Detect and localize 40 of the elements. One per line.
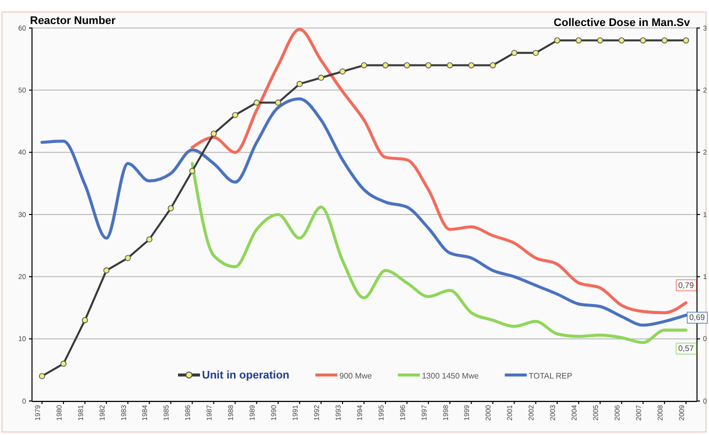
point [254,100,260,106]
point [124,254,131,262]
data-label: 0,69 [689,313,706,322]
point [189,168,196,174]
point [618,37,625,44]
point [232,112,238,118]
point [82,317,88,324]
point [382,62,389,68]
point [404,62,410,68]
point [425,62,432,68]
point [168,205,174,212]
point [532,50,539,56]
legend-label: TOTAL REP [528,372,572,380]
point [576,37,582,44]
legend-label: 900 Mwe [339,372,372,380]
point [60,360,67,367]
point [38,373,46,380]
y-axis-title: Reactor Number [30,15,116,27]
data-label: 0,57 [678,344,694,354]
point [339,68,346,75]
y2-axis-title: Collective Dose in Man.Sv [554,17,691,29]
point [682,37,690,44]
point [210,130,217,137]
point [661,37,668,44]
legend-label: 1300 1450 Mwe [422,372,480,380]
point [511,50,518,56]
point [275,100,282,106]
point [318,74,324,81]
point [490,62,496,68]
point [103,267,110,274]
data-label: 0,79 [678,280,694,290]
point [360,62,368,68]
point [146,236,152,242]
legend-label: Unit in operation [202,370,290,382]
point [597,37,604,44]
point [640,37,646,44]
point [554,37,560,44]
point [296,80,303,87]
point [446,62,453,68]
point [468,62,474,68]
